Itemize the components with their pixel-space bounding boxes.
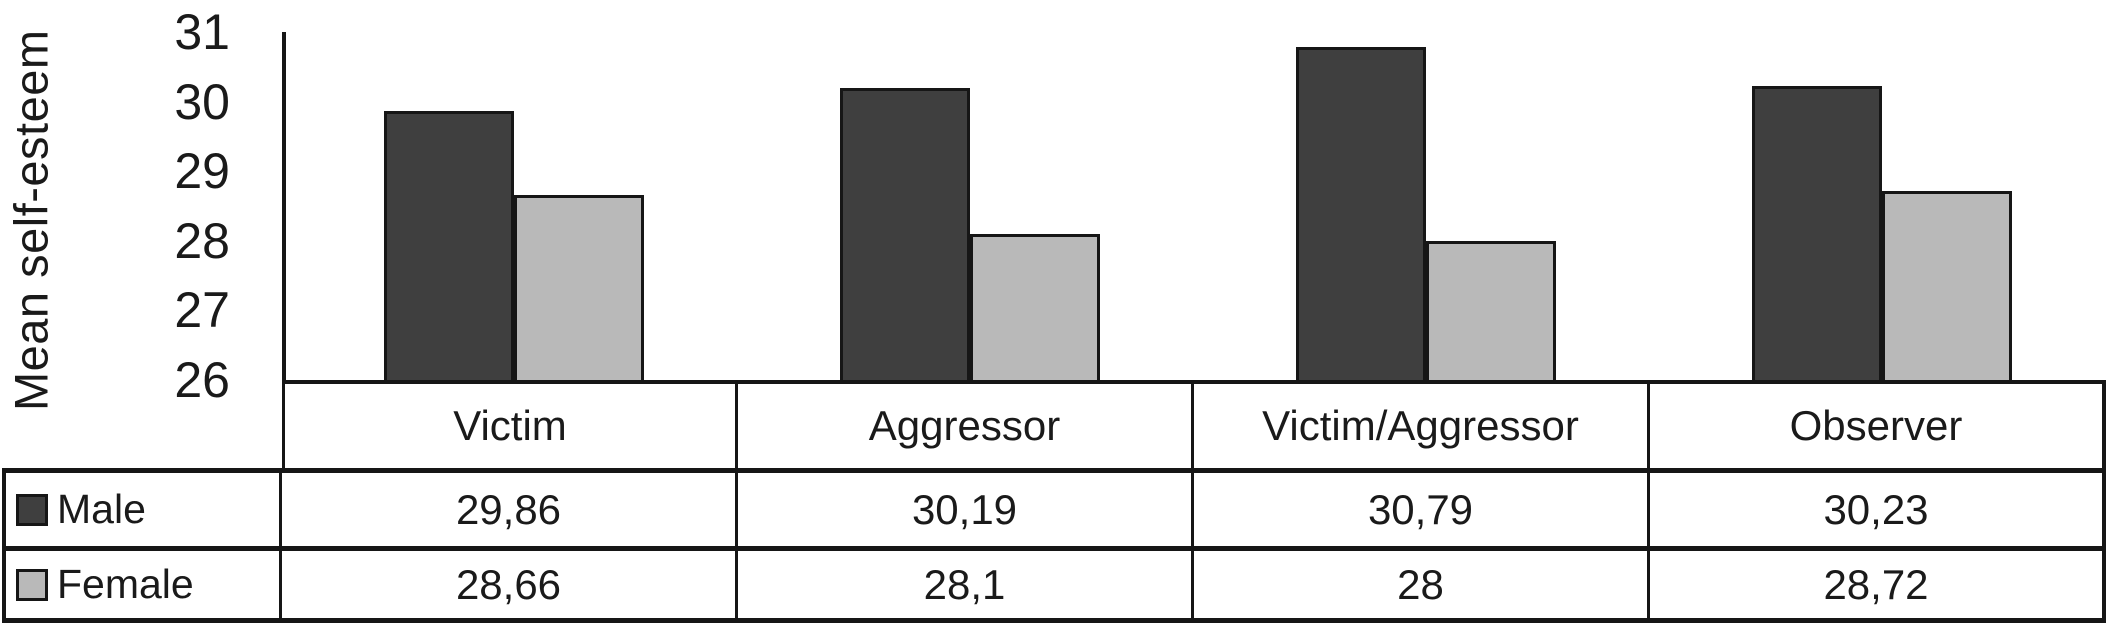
value-cell-male-4: 30,23 (1650, 468, 2106, 546)
data-table: Victim Aggressor Victim/Aggressor Observer M… (2, 380, 2106, 623)
bar-group-victim (286, 32, 742, 380)
category-header-victim: Victim (282, 380, 738, 468)
bar-female (514, 194, 645, 380)
bar-female (970, 233, 1101, 380)
legend-swatch-male (16, 493, 48, 526)
bar-male (1751, 85, 1882, 380)
value-cell-female-1: 28,66 (282, 546, 738, 623)
y-tick-label: 31 (174, 4, 230, 60)
category-header-victim-aggressor: Victim/Aggressor (1194, 380, 1650, 468)
legend-item-male: Male (2, 468, 282, 546)
legend-swatch-female (16, 568, 48, 601)
bar-female (1426, 240, 1557, 380)
legend-label-female: Female (57, 561, 194, 607)
bar-female (1882, 190, 2013, 380)
bar-group-observer (1654, 32, 2110, 380)
bar-male (383, 111, 514, 380)
value-cell-male-3: 30,79 (1194, 468, 1650, 546)
category-header-observer: Observer (1650, 380, 2106, 468)
bar-group-victim-aggressor (1198, 32, 1654, 380)
y-tick-label: 28 (174, 212, 230, 269)
y-tick-label: 27 (174, 282, 230, 339)
value-cell-male-2: 30,19 (738, 468, 1194, 546)
y-tick-label: 26 (174, 352, 230, 408)
bar-group-aggressor (742, 32, 1198, 380)
value-cell-male-1: 29,86 (282, 468, 738, 546)
y-tick-label: 30 (174, 73, 230, 130)
y-tick-label: 29 (174, 143, 230, 200)
value-cell-female-3: 28 (1194, 546, 1650, 623)
value-cell-female-4: 28,72 (1650, 546, 2106, 623)
legend-label-male: Male (57, 486, 146, 532)
table-corner-spacer (2, 380, 282, 468)
legend-item-female: Female (2, 546, 282, 623)
y-axis-ticks: 31 30 29 28 27 26 (0, 0, 232, 420)
bar-male (839, 88, 970, 380)
category-header-aggressor: Aggressor (738, 380, 1194, 468)
plot-area (282, 32, 2110, 380)
value-cell-female-2: 28,1 (738, 546, 1194, 623)
bar-male (1295, 46, 1426, 380)
